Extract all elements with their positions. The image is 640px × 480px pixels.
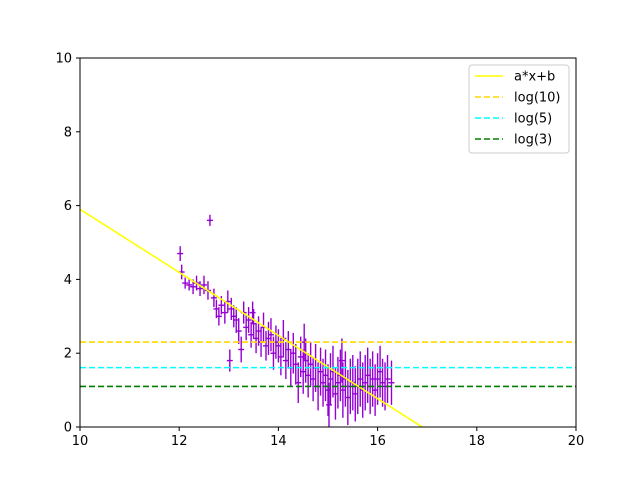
x-tick-label: 12 <box>171 434 188 449</box>
errorbar-point <box>186 279 193 291</box>
errorbar-point <box>238 336 245 363</box>
legend-label-0: a*x+b <box>514 70 555 85</box>
x-tick-label: 16 <box>369 434 386 449</box>
x-tick-label: 10 <box>72 434 89 449</box>
y-tick-label: 0 <box>64 421 72 436</box>
errorbar-point <box>206 214 213 226</box>
legend: a*x+b log(10) log(5) log(3) <box>468 64 570 154</box>
legend-box <box>468 64 570 154</box>
plot-frame <box>79 57 577 428</box>
errorbar-point <box>221 301 228 324</box>
legend-item-1: log(10) <box>475 91 561 106</box>
errorbar-point <box>235 318 242 344</box>
errorbar-point <box>215 307 222 326</box>
y-tick-label: 4 <box>64 273 72 288</box>
errorbar-point <box>177 246 184 261</box>
errorbar-point <box>295 362 302 404</box>
line-series <box>80 208 576 427</box>
y-tick-label: 10 <box>55 52 72 67</box>
legend-item-0: a*x+b <box>475 70 555 85</box>
legend-item-3: log(3) <box>475 133 552 148</box>
legend-item-2: log(5) <box>475 112 552 127</box>
errorbar-point <box>210 288 217 308</box>
errorbar-point <box>326 382 332 427</box>
legend-label-3: log(3) <box>514 133 552 148</box>
errorbar-point <box>182 277 189 289</box>
errorbar-point <box>267 318 274 352</box>
errorbar-series <box>177 214 395 427</box>
x-tick-label: 18 <box>469 434 486 449</box>
y-tick-label: 8 <box>64 125 72 140</box>
series-line-0 <box>80 208 423 427</box>
errorbar-point <box>197 281 204 297</box>
y-tick-label: 6 <box>64 199 72 214</box>
y-axis: 0 2 4 6 8 10 <box>55 52 80 436</box>
errorbar-point <box>245 307 252 333</box>
x-tick-label: 14 <box>270 434 287 449</box>
x-axis: 10 12 14 16 18 20 <box>72 427 585 449</box>
errorbar-point <box>201 275 207 295</box>
legend-label-1: log(10) <box>514 91 561 106</box>
x-tick-label: 20 <box>568 434 585 449</box>
legend-label-2: log(5) <box>514 112 552 127</box>
errorbar-point <box>384 355 391 404</box>
y-tick-label: 2 <box>64 347 72 362</box>
